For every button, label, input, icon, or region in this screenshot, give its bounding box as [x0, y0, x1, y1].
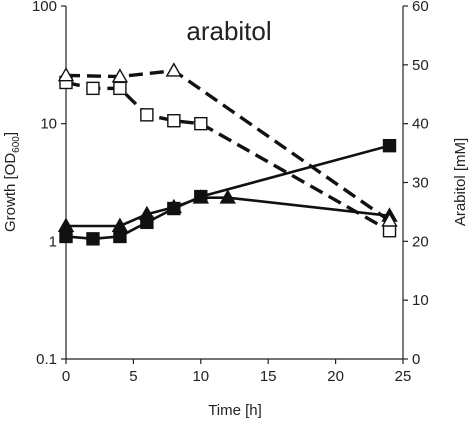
series-2-square-marker [167, 114, 181, 128]
left-y-tick-label: 100 [32, 0, 57, 15]
x-axis-title: Time [h] [208, 402, 262, 419]
series-3-line [65, 69, 391, 223]
left-y-tick-label: 1 [49, 233, 57, 250]
series-1-triangle-marker [111, 217, 129, 232]
axis-ticks: 0 5 10 15 20 25 0.1 1 10 100 0 10 20 30 40 50 60 [32, 0, 429, 385]
series-2-line [65, 80, 391, 233]
left-y-tick-label: 0.1 [36, 351, 57, 368]
series-1-triangle-marker [219, 189, 236, 204]
series-1-triangle-marker [138, 205, 156, 221]
series-0-square-marker [382, 138, 397, 153]
right-y-tick-label: 40 [412, 116, 429, 133]
plot-area [65, 6, 404, 360]
series-0-square-marker [113, 229, 127, 244]
left-y-axis-title: Growth [OD600] [2, 132, 22, 232]
series-3-triangle-marker [111, 68, 129, 83]
series-2-square-marker [113, 81, 127, 96]
series-1-triangle-marker [165, 198, 183, 214]
x-tick-label: 20 [327, 368, 344, 385]
series-layer [57, 62, 398, 246]
left-y-axis-title-main: Growth [OD [2, 153, 19, 232]
x-tick-label: 15 [260, 368, 277, 385]
series-2-square-marker [140, 108, 154, 122]
series-3-triangle-marker [381, 212, 398, 227]
series-3-triangle-marker [57, 67, 75, 82]
x-tick-label: 0 [62, 368, 70, 385]
x-tick-label: 25 [395, 368, 412, 385]
x-tick-label: 5 [129, 368, 137, 385]
left-y-axis-title-close: ] [2, 132, 19, 136]
right-y-axis-title: Arabitol [mM] [452, 138, 469, 226]
right-y-tick-label: 0 [412, 351, 420, 368]
series-2-square-marker [86, 81, 100, 96]
x-tick-label: 10 [192, 368, 209, 385]
left-y-tick-label: 10 [40, 116, 57, 133]
right-y-tick-label: 10 [412, 292, 429, 309]
series-0-square-marker [59, 229, 73, 244]
right-y-tick-label: 20 [412, 233, 429, 250]
right-y-tick-label: 50 [412, 57, 429, 74]
chart-title: arabitol [186, 16, 271, 46]
series-3-triangle-marker [165, 62, 183, 77]
series-0-square-marker [86, 232, 100, 246]
right-y-tick-label: 30 [412, 175, 429, 192]
series-2-square-marker [194, 116, 208, 131]
series-1-triangle-marker [192, 189, 210, 204]
series-1-triangle-marker [57, 217, 75, 232]
left-y-axis-title-subscript: 600 [11, 136, 22, 153]
right-y-tick-label: 60 [412, 0, 429, 15]
